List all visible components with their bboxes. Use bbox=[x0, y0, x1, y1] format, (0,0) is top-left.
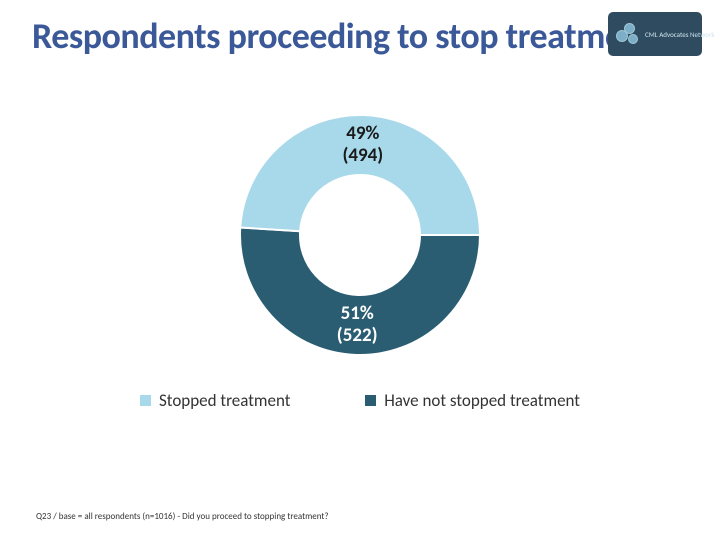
logo-bubbles-icon bbox=[614, 20, 642, 48]
legend-label-stopped: Stopped treatment bbox=[159, 390, 290, 411]
page-title: Respondents proceeding to stop treatment bbox=[32, 14, 653, 58]
legend-item-stopped: Stopped treatment bbox=[140, 390, 290, 411]
logo-text: CML Advocates Network bbox=[645, 31, 715, 38]
slide: Respondents proceeding to stop treatment… bbox=[0, 0, 720, 540]
legend-label-not-stopped: Have not stopped treatment bbox=[384, 390, 580, 411]
legend-item-not-stopped: Have not stopped treatment bbox=[365, 390, 580, 411]
slice-label-stopped: 49% (494) bbox=[333, 123, 393, 167]
slice-label-have_not_stopped: 51% (522) bbox=[327, 303, 387, 347]
legend-swatch-not-stopped bbox=[365, 395, 376, 406]
brand-logo: CML Advocates Network bbox=[608, 12, 702, 56]
legend: Stopped treatment Have not stopped treat… bbox=[140, 390, 580, 411]
donut-chart: 51% (522) 49% (494) bbox=[180, 105, 540, 375]
legend-swatch-stopped bbox=[140, 395, 151, 406]
footer-note: Q23 / base = all respondents (n=1016) - … bbox=[36, 511, 329, 522]
